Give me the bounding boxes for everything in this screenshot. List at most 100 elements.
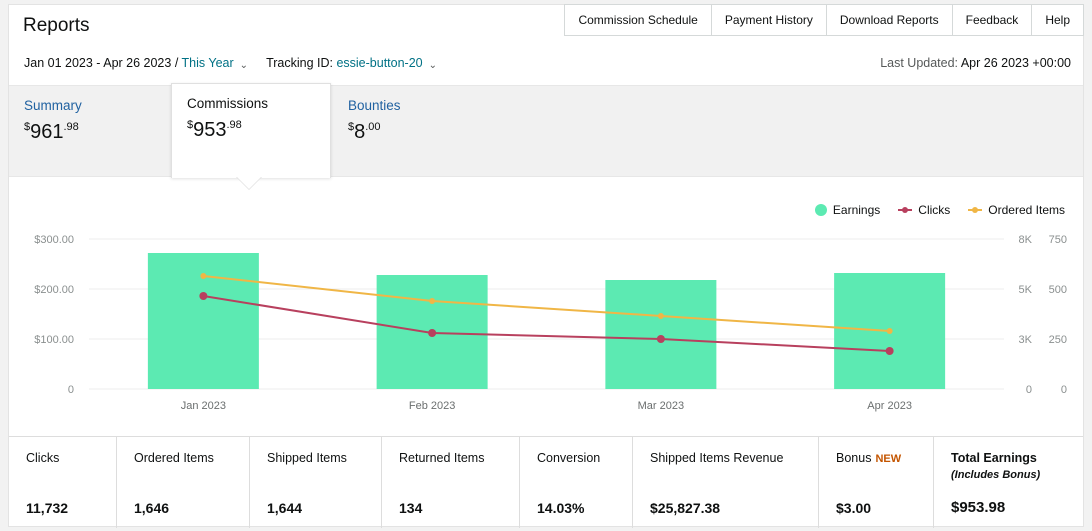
stat-value: 134: [399, 500, 423, 516]
help-button[interactable]: Help: [1032, 4, 1084, 36]
y-tick-label-ordered: 0: [1061, 384, 1067, 396]
filter-bar: Jan 01 2023 - Apr 26 2023 / This Year ⌄ T…: [24, 56, 455, 71]
commissions-currency: $: [187, 119, 194, 131]
bounties-cents: .00: [365, 121, 381, 133]
x-tick-label: Jan 2023: [181, 400, 226, 412]
chevron-down-icon[interactable]: ⌄: [428, 60, 438, 71]
stat-conversion: Conversion 14.03%: [520, 437, 633, 528]
summary-amount: $961.98: [24, 121, 156, 144]
stat-label: Clicks: [26, 451, 60, 465]
page-title: Reports: [23, 15, 90, 36]
bonus-label: Bonus: [836, 451, 872, 465]
bounties-currency: $: [348, 121, 355, 133]
stat-label: Shipped Items: [267, 451, 347, 465]
stat-sublabel: (Includes Bonus): [951, 469, 1041, 481]
y-tick-label-left: 0: [68, 384, 74, 396]
commissions-amount: $953.98: [187, 119, 315, 142]
y-tick-label-left: $200.00: [34, 284, 74, 296]
legend-clicks[interactable]: Clicks: [898, 203, 950, 217]
y-tick-label-left: $300.00: [34, 234, 74, 246]
y-tick-label-clicks: 8K: [1019, 234, 1033, 246]
chart-legend: Earnings Clicks Ordered Items: [797, 203, 1065, 217]
legend-ordered-label: Ordered Items: [988, 203, 1065, 217]
clicks-point: [199, 292, 208, 300]
clicks-point: [885, 347, 894, 355]
period-link[interactable]: This Year: [181, 56, 234, 70]
stat-value: 11,732: [26, 500, 69, 516]
reports-panel: Reports Commission Schedule Payment Hist…: [8, 4, 1084, 528]
ordered-items-point: [657, 313, 664, 319]
stat-label: Returned Items: [399, 451, 485, 465]
new-badge: NEW: [875, 453, 902, 465]
chart-plot: 0 $100.00 $200.00 $300.00 0 3K 5K 8K 0 250 500 750 J…: [34, 234, 1067, 412]
ordered-items-line: [203, 275, 890, 332]
stat-value: 1,644: [267, 500, 303, 516]
date-range-text: Jan 01 2023 - Apr 26 2023: [24, 56, 172, 70]
summary-cents: .98: [63, 121, 79, 133]
tab-commissions-label: Commissions: [187, 96, 269, 111]
stat-label: Conversion: [537, 451, 601, 465]
x-tick-label: Feb 2023: [409, 400, 455, 412]
y-tick-label-clicks: 3K: [1019, 334, 1033, 346]
tab-bounties[interactable]: Bounties $8.00: [333, 86, 493, 178]
date-separator: /: [171, 56, 182, 70]
stat-bonus: Bonus NEW $3.00: [819, 437, 934, 528]
tracking-id-value[interactable]: essie-button-20: [336, 56, 423, 70]
legend-clicks-swatch: [898, 207, 913, 213]
stat-total-earnings: Total Earnings (Includes Bonus) $953.98: [934, 437, 1083, 528]
ordered-items-point: [886, 328, 893, 334]
stat-value: 14.03%: [537, 500, 585, 516]
y-tick-label-ordered: 500: [1049, 284, 1067, 296]
date-range-selector[interactable]: Jan 01 2023 - Apr 26 2023 / This Year ⌄: [24, 56, 266, 71]
download-reports-button[interactable]: Download Reports: [826, 4, 953, 36]
tab-summary-label: Summary: [24, 98, 82, 113]
tab-summary[interactable]: Summary $961.98: [9, 86, 171, 178]
legend-ordered-items[interactable]: Ordered Items: [968, 203, 1065, 217]
earnings-bar: [605, 280, 717, 389]
payment-history-button[interactable]: Payment History: [711, 4, 827, 36]
clicks-point: [656, 335, 665, 343]
commission-schedule-button[interactable]: Commission Schedule: [565, 4, 712, 36]
summary-currency: $: [24, 121, 31, 133]
tracking-id-label: Tracking ID:: [266, 56, 337, 70]
stat-clicks: Clicks 11,732: [9, 437, 117, 528]
stat-shipped-revenue: Shipped Items Revenue $25,827.38: [633, 437, 819, 528]
earnings-chart: Earnings Clicks Ordered Items 0 $100.00 $2…: [9, 195, 1083, 427]
y-tick-label-left: $100.00: [34, 334, 74, 346]
bounties-amount: $8.00: [348, 121, 478, 144]
last-updated: Last Updated: Apr 26 2023 +00:00: [880, 56, 1071, 70]
stat-value: $25,827.38: [650, 500, 721, 516]
last-updated-value: Apr 26 2023 +00:00: [960, 56, 1071, 70]
ordered-items-point: [200, 273, 207, 279]
clicks-point: [428, 329, 437, 337]
legend-earnings[interactable]: Earnings: [814, 203, 881, 217]
feedback-button[interactable]: Feedback: [952, 4, 1033, 36]
y-tick-label-ordered: 750: [1049, 234, 1067, 246]
ordered-items-point: [429, 298, 436, 304]
x-tick-label: Apr 2023: [867, 400, 912, 412]
commissions-whole: 953: [193, 119, 227, 141]
legend-earnings-label: Earnings: [832, 203, 881, 217]
stat-value: $3.00: [836, 500, 872, 516]
stat-label: Ordered Items: [134, 451, 214, 465]
stat-returned-items: Returned Items 134: [382, 437, 520, 528]
stats-row: Clicks 11,732 Ordered Items 1,646 Shippe…: [9, 436, 1083, 528]
x-tick-label: Mar 2023: [638, 400, 684, 412]
stat-label: Bonus NEW: [836, 451, 923, 465]
top-nav: Commission Schedule Payment History Down…: [564, 4, 1084, 36]
stat-label: Total Earnings: [951, 451, 1037, 465]
legend-earnings-swatch: [814, 204, 827, 216]
y-tick-label-clicks: 0: [1026, 384, 1032, 396]
stat-value: $953.98: [951, 499, 1006, 516]
bounties-whole: 8: [354, 121, 366, 143]
tab-bounties-label: Bounties: [348, 98, 401, 113]
tab-commissions[interactable]: Commissions $953.98: [171, 83, 331, 178]
commissions-cents: .98: [226, 119, 242, 131]
summary-tabs: Summary $961.98 Commissions $953.98 Boun…: [9, 83, 1083, 178]
summary-whole: 961: [30, 121, 64, 143]
legend-clicks-label: Clicks: [918, 203, 951, 217]
tracking-id-selector[interactable]: Tracking ID: essie-button-20 ⌄: [266, 56, 455, 71]
tab-pointer: [237, 177, 261, 189]
chevron-down-icon[interactable]: ⌄: [239, 60, 249, 71]
stat-value: 1,646: [134, 500, 170, 516]
